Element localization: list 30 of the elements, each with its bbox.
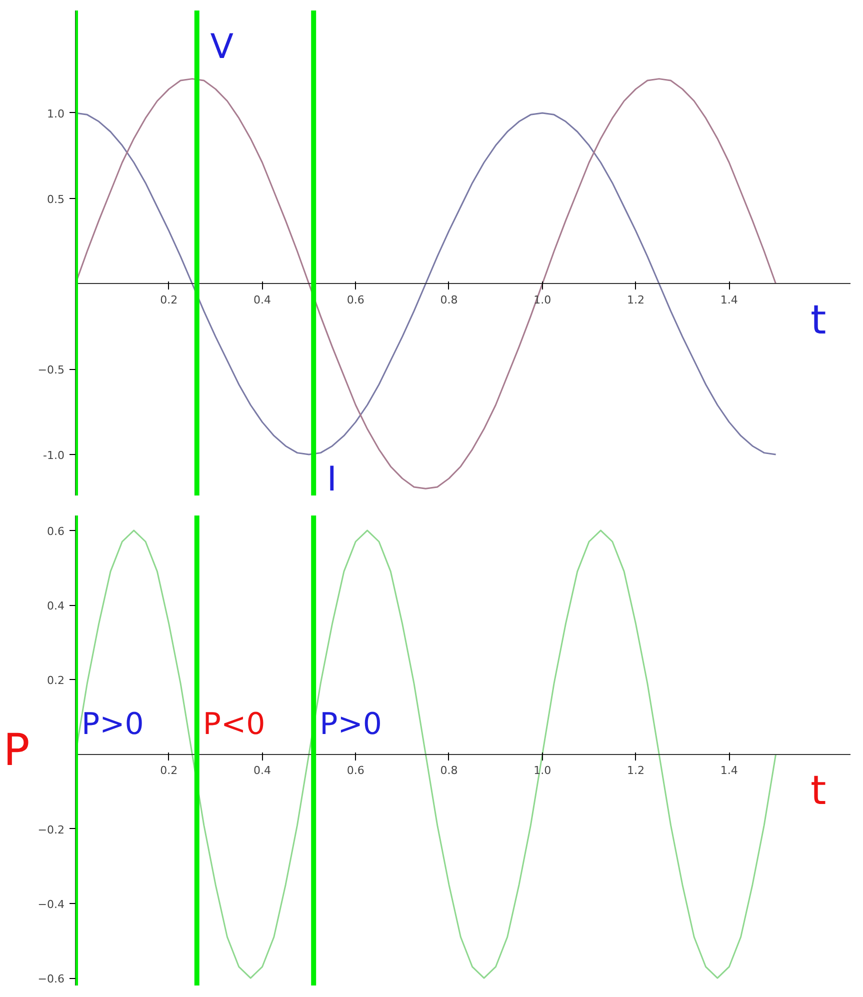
y-axis-title: P <box>3 725 30 776</box>
y-tick-label: −0.4 <box>38 898 65 911</box>
annotation: P<0 <box>202 707 266 742</box>
y-tick-label: −0.5 <box>38 364 65 377</box>
y-tick-label: 0.6 <box>47 524 65 538</box>
annotation: P>0 <box>320 707 382 742</box>
y-tick-label: −0.2 <box>38 823 65 836</box>
annotation: P>0 <box>82 707 144 742</box>
x-tick-label: 1.4 <box>720 764 738 778</box>
y-tick-label: 0.5 <box>47 192 65 206</box>
y-tick-label: 1.0 <box>47 107 65 120</box>
series-label: V <box>210 26 234 67</box>
y-tick-label: -1.0 <box>43 449 65 462</box>
x-tick-label: 1.2 <box>626 294 644 307</box>
x-axis-title: t <box>810 298 826 344</box>
x-tick-label: 0.8 <box>440 764 458 778</box>
y-tick-label: 0.4 <box>47 600 65 613</box>
x-tick-label: 0.2 <box>160 294 178 307</box>
x-axis-title: t <box>810 768 826 814</box>
series-label: I <box>326 460 337 500</box>
y-tick-label: −0.6 <box>38 972 65 986</box>
x-tick-label: 0.6 <box>346 764 364 778</box>
y-tick-label: 0.2 <box>47 674 65 688</box>
x-tick-label: 1.2 <box>626 764 644 778</box>
x-tick-label: 0.4 <box>254 764 271 778</box>
x-tick-label: 0.4 <box>254 294 271 307</box>
x-tick-label: 0.6 <box>346 294 364 307</box>
x-tick-label: 0.2 <box>160 764 178 778</box>
x-tick-label: 0.8 <box>440 294 458 307</box>
x-tick-label: 1.4 <box>720 294 738 307</box>
